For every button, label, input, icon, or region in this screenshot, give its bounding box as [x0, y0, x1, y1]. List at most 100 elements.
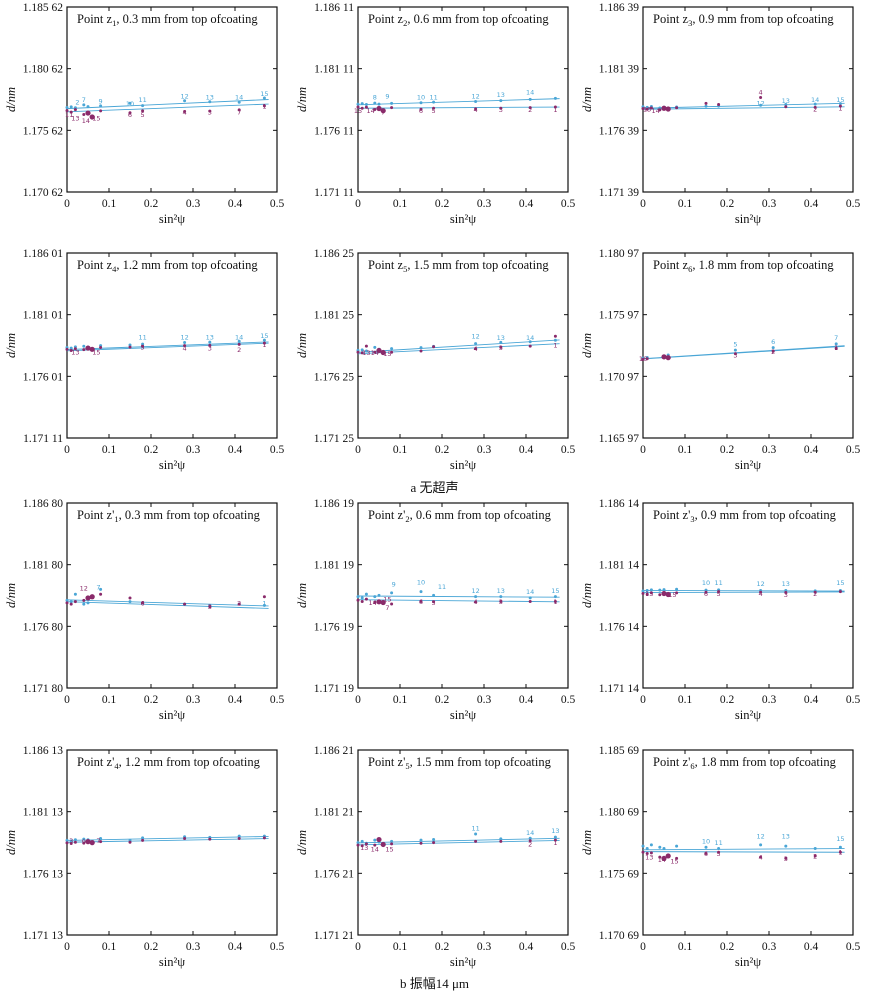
data-point	[82, 103, 86, 107]
data-point	[364, 349, 368, 353]
plot-frame	[642, 749, 854, 936]
point-label: 14	[811, 96, 819, 104]
data-point	[834, 342, 838, 346]
data-point	[784, 105, 788, 109]
data-point	[65, 109, 69, 113]
data-point	[128, 596, 132, 600]
y-tick-label: 1.181 14	[599, 560, 640, 572]
data-point	[360, 844, 364, 848]
data-point	[364, 105, 368, 109]
data-point	[759, 103, 763, 107]
data-point	[528, 340, 532, 344]
data-point	[838, 104, 842, 108]
y-tick-label: 1.180 97	[599, 248, 640, 260]
x-tick-label: 0.5	[561, 444, 576, 456]
y-axis-label: d/nm	[4, 583, 18, 608]
data-point	[419, 590, 423, 594]
point-label: 13	[71, 115, 79, 123]
point-label: 2	[75, 99, 79, 107]
point-label: 1	[553, 598, 557, 606]
data-point	[704, 104, 708, 108]
plot-frame	[642, 6, 854, 193]
data-point	[82, 348, 86, 352]
data-point	[356, 598, 360, 602]
data-point	[128, 111, 132, 115]
y-tick-label: 1.186 21	[314, 745, 355, 757]
data-point	[89, 346, 95, 352]
point-label: 6	[771, 338, 775, 346]
data-point	[662, 847, 666, 851]
point-label: 15	[383, 596, 391, 604]
data-point	[380, 599, 386, 606]
data-point	[377, 593, 381, 597]
x-tick-label: 0.4	[804, 941, 819, 953]
x-axis-label: sin²ψ	[735, 212, 761, 226]
point-label: 5	[141, 111, 145, 119]
point-label: 1	[553, 341, 557, 349]
y-axis-label: d/nm	[295, 333, 309, 358]
data-point	[419, 107, 423, 111]
data-point	[141, 104, 145, 108]
data-point	[65, 841, 69, 845]
point-label: 10	[126, 100, 134, 108]
point-label: 11	[471, 824, 479, 832]
x-tick-label: 0	[64, 694, 70, 706]
x-tick-label: 0.4	[519, 941, 534, 953]
x-tick-label: 0.1	[393, 198, 408, 210]
data-point	[675, 844, 679, 848]
data-point	[419, 101, 423, 105]
data-point	[759, 855, 763, 859]
data-point	[73, 592, 77, 596]
data-point	[553, 338, 557, 342]
data-point	[649, 843, 653, 847]
x-tick-label: 0	[355, 941, 361, 953]
x-tick-label: 0.5	[561, 198, 576, 210]
point-label: 4	[474, 345, 478, 353]
point-label: 15	[92, 115, 100, 123]
data-point	[373, 600, 377, 604]
x-axis-label: sin²ψ	[159, 708, 185, 722]
data-point	[237, 339, 241, 343]
data-point	[390, 591, 394, 595]
x-axis-label: sin²ψ	[450, 708, 476, 722]
y-tick-label: 1.181 13	[23, 807, 64, 819]
point-label: 5	[717, 850, 721, 858]
data-point	[376, 599, 382, 605]
data-point	[641, 589, 645, 593]
data-point	[771, 346, 775, 350]
data-point	[662, 588, 666, 592]
data-point	[661, 855, 667, 862]
point-label: 12	[471, 587, 479, 595]
x-tick-label: 0.4	[228, 941, 243, 953]
data-point	[717, 590, 721, 594]
data-point	[65, 601, 69, 605]
point-label: 4	[474, 106, 478, 114]
data-point	[82, 598, 86, 602]
point-label: 15	[354, 107, 362, 115]
data-point	[85, 839, 91, 845]
data-point	[474, 107, 478, 111]
data-point	[641, 357, 645, 361]
point-label: 14	[366, 107, 374, 115]
point-label: 12	[756, 100, 764, 108]
point-label: 1	[834, 344, 838, 352]
data-point	[262, 104, 266, 108]
data-point	[141, 109, 145, 113]
point-label: 13	[782, 833, 790, 841]
y-tick-label: 1.180 69	[599, 807, 640, 819]
data-point	[474, 600, 478, 604]
data-point	[183, 344, 187, 348]
data-point	[390, 101, 394, 105]
data-point	[553, 600, 557, 604]
fit-line	[357, 595, 560, 598]
y-axis-label: d/nm	[580, 583, 594, 608]
data-point	[82, 113, 86, 117]
point-label: 7	[237, 109, 241, 117]
data-point	[356, 841, 360, 845]
point-label: 15	[551, 587, 559, 595]
point-label: 13	[782, 97, 790, 105]
data-point	[474, 99, 478, 103]
data-point	[89, 114, 95, 120]
data-point	[553, 595, 557, 599]
